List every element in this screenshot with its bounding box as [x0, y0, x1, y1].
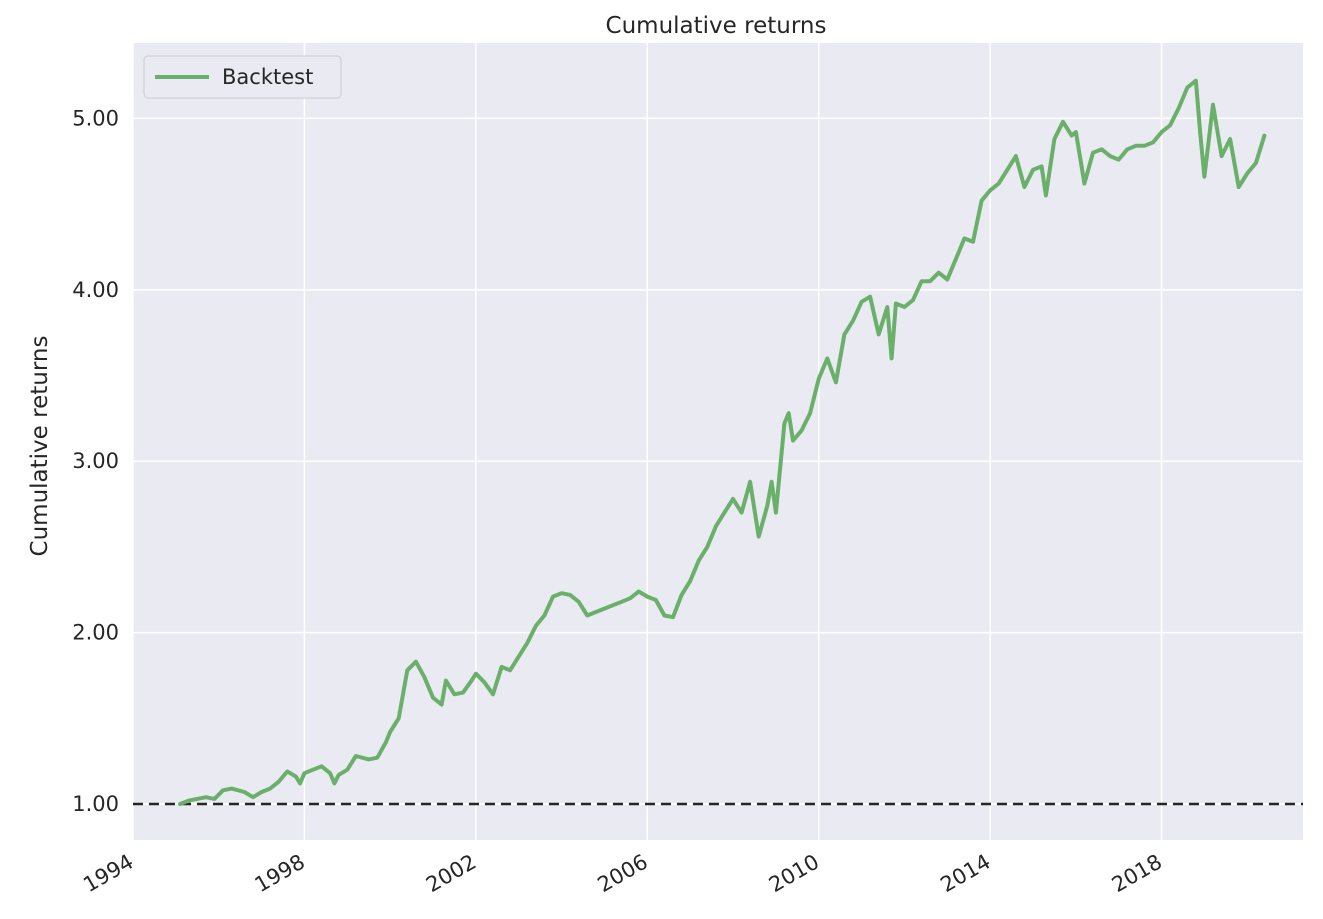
y-axis-label: Cumulative returns	[27, 336, 53, 557]
legend-label-backtest: Backtest	[222, 65, 313, 89]
y-tick-label: 5.00	[72, 106, 119, 130]
x-tick-label: 1998	[251, 850, 309, 898]
series-line-backtest	[178, 78, 1267, 806]
y-tick-label: 3.00	[72, 449, 119, 473]
x-tick-label: 2018	[1108, 850, 1166, 898]
y-tick-label: 1.00	[72, 792, 119, 816]
y-tick-label: 4.00	[72, 278, 119, 302]
series-layer	[178, 78, 1267, 806]
x-tick-label: 2014	[936, 850, 994, 898]
grid	[132, 43, 1303, 840]
chart-title: Cumulative returns	[606, 13, 827, 39]
x-tick-label: 2002	[422, 850, 480, 898]
legend: Backtest	[143, 55, 342, 99]
plot-area-background	[133, 43, 1303, 840]
x-tick-label: 2010	[765, 850, 823, 898]
legend-box	[143, 55, 342, 99]
x-tick-label: 1994	[79, 850, 137, 898]
x-tick-label: 2006	[593, 850, 651, 898]
y-tick-label: 2.00	[72, 621, 119, 645]
